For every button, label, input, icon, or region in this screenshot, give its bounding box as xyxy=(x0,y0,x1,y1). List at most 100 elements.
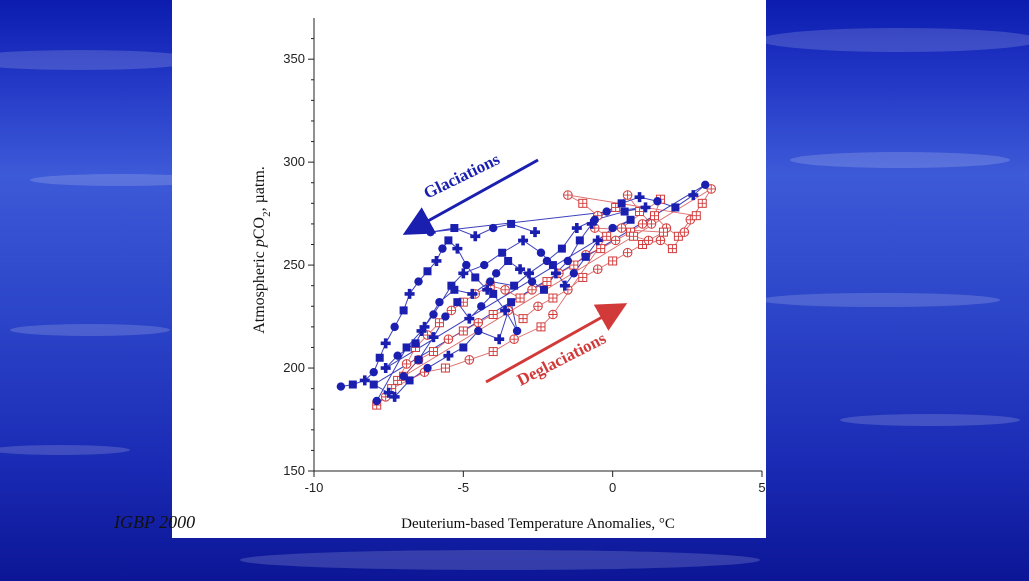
data-point-cross xyxy=(707,184,716,193)
y-axis-title: Atmospheric pCO2, µatm. xyxy=(251,166,273,334)
data-point xyxy=(416,325,427,336)
data-point-cross xyxy=(489,347,498,356)
data-point xyxy=(557,244,566,253)
y-tick-label: 350 xyxy=(283,51,305,66)
data-point xyxy=(380,338,391,349)
data-point xyxy=(559,280,570,291)
credit-label: IGBP 2000 xyxy=(114,512,196,532)
data-point xyxy=(507,298,516,307)
data-point xyxy=(640,202,651,213)
data-point xyxy=(414,355,423,364)
data-point xyxy=(671,203,680,212)
data-point-cross xyxy=(563,191,572,200)
data-point xyxy=(411,339,420,348)
data-point xyxy=(602,207,611,216)
data-point xyxy=(569,269,579,278)
data-point-cross xyxy=(659,228,668,237)
data-point xyxy=(527,277,537,286)
data-point xyxy=(504,256,513,265)
data-point-cross xyxy=(608,256,617,265)
data-point xyxy=(539,285,548,294)
x-tick-label: 5 xyxy=(758,480,765,495)
data-point-cross xyxy=(510,335,519,344)
x-tick-label: 0 xyxy=(609,480,616,495)
data-point xyxy=(450,285,459,294)
data-point-cross xyxy=(441,364,450,373)
data-point xyxy=(581,252,590,261)
data-point-cross xyxy=(638,219,647,228)
data-point xyxy=(453,298,462,307)
data-point xyxy=(441,312,450,321)
data-point-cross xyxy=(447,306,456,315)
glaciations-label: Glaciations xyxy=(420,149,503,202)
data-point xyxy=(617,199,626,208)
data-point xyxy=(348,380,357,389)
glaciations-annotation: Glaciations xyxy=(402,149,539,235)
y-tick-label: 200 xyxy=(283,360,305,375)
data-point xyxy=(500,305,511,316)
data-point xyxy=(390,322,399,332)
data-point xyxy=(423,267,432,276)
data-point xyxy=(498,248,507,257)
data-point xyxy=(419,321,430,332)
data-point-cross xyxy=(516,294,525,303)
data-point-cross xyxy=(489,310,498,319)
data-point xyxy=(438,244,447,253)
ticks: -10 -5 0 5 150 200 250 300 350 xyxy=(283,38,766,495)
data-point-cross xyxy=(435,318,444,327)
data-point-cross xyxy=(534,302,542,311)
data-point xyxy=(491,269,501,278)
data-point xyxy=(380,363,391,374)
y-axis-title-co: CO xyxy=(251,217,268,239)
data-point xyxy=(563,256,573,266)
data-point xyxy=(590,215,599,224)
data-point xyxy=(359,375,370,386)
data-point-cross xyxy=(602,232,611,241)
data-point xyxy=(653,197,662,206)
data-point-cross xyxy=(596,244,605,253)
data-point-cross xyxy=(656,236,665,245)
data-point xyxy=(626,215,635,224)
data-point-cross xyxy=(444,335,453,344)
data-point xyxy=(620,207,629,216)
data-point xyxy=(471,273,480,282)
data-point-cross xyxy=(459,326,468,335)
data-point-cross xyxy=(542,277,551,286)
x-tick-label: -10 xyxy=(305,480,324,495)
data-point xyxy=(592,235,603,246)
data-point xyxy=(494,334,505,345)
data-point xyxy=(489,289,498,298)
data-point-cross xyxy=(474,318,483,327)
data-point-cross xyxy=(569,261,578,270)
data-point-cross xyxy=(617,224,626,233)
data-point-cross xyxy=(635,207,644,216)
data-point xyxy=(489,223,498,233)
data-point xyxy=(459,343,468,352)
data-point xyxy=(467,288,478,299)
data-point-cross xyxy=(611,236,620,245)
data-point xyxy=(586,218,597,229)
data-point xyxy=(550,268,561,279)
data-point-cross xyxy=(650,211,659,220)
data-point xyxy=(452,243,463,254)
data-point xyxy=(470,231,481,242)
data-point xyxy=(383,387,394,398)
data-point xyxy=(414,277,423,286)
data-point-cross xyxy=(668,244,677,253)
data-point xyxy=(464,313,475,324)
data-point xyxy=(512,326,522,336)
data-point-cross xyxy=(611,203,620,212)
y-tick-label: 300 xyxy=(283,154,305,169)
data-point-cross xyxy=(429,347,438,356)
data-point xyxy=(429,310,438,319)
data-point-cross xyxy=(629,232,638,241)
y-axis-title-pre: Atmospheric xyxy=(251,247,268,334)
data-point xyxy=(462,260,471,270)
data-point-cross xyxy=(519,314,528,323)
data-point-cross xyxy=(578,273,587,282)
data-point xyxy=(369,380,378,389)
deglaciations-arrow xyxy=(485,303,628,384)
data-point xyxy=(477,302,486,311)
data-point-cross xyxy=(680,228,689,237)
